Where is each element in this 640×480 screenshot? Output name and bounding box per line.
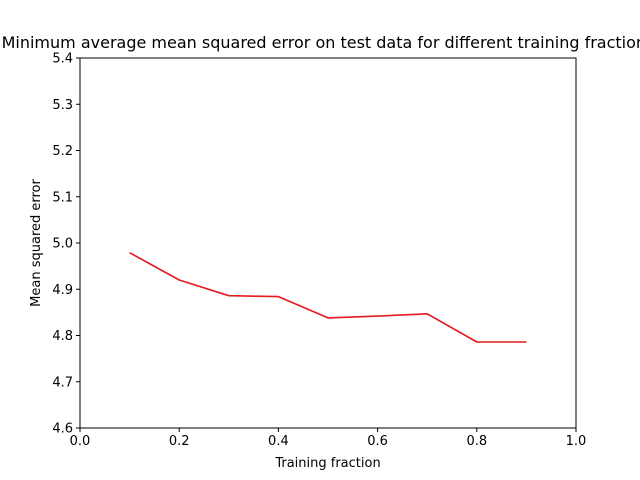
- x-tick-label: 0.8: [466, 434, 487, 449]
- x-tick-label: 1.0: [566, 434, 587, 449]
- chart-title: Minimum average mean squared error on te…: [2, 33, 640, 52]
- x-tick-label: 0.0: [70, 434, 91, 449]
- y-tick-label: 5.3: [52, 98, 73, 113]
- y-tick-label: 5.4: [52, 52, 73, 67]
- series-line: [129, 251, 527, 343]
- x-axis-ticks: 0.0 0.2 0.4 0.6 0.8 1.0: [70, 428, 587, 449]
- y-axis-label: Mean squared error: [29, 179, 44, 307]
- y-tick-label: 4.8: [52, 329, 73, 344]
- y-axis-ticks: 4.6 4.7 4.8 4.9 5.0 5.1 5.2 5.3 5.4: [52, 52, 80, 437]
- x-tick-label: 0.4: [268, 434, 289, 449]
- plot-frame: [79, 57, 577, 429]
- y-tick-label: 4.9: [52, 283, 73, 298]
- x-tick-label: 0.2: [169, 434, 190, 449]
- series-layer: [129, 251, 527, 343]
- x-tick-label: 0.6: [367, 434, 388, 449]
- y-tick-label: 5.0: [52, 237, 73, 252]
- y-tick-label: 5.1: [52, 190, 73, 205]
- y-tick-label: 4.6: [52, 422, 73, 437]
- x-axis-label: Training fraction: [274, 456, 380, 471]
- y-tick-label: 4.7: [52, 375, 73, 390]
- y-tick-label: 5.2: [52, 144, 73, 159]
